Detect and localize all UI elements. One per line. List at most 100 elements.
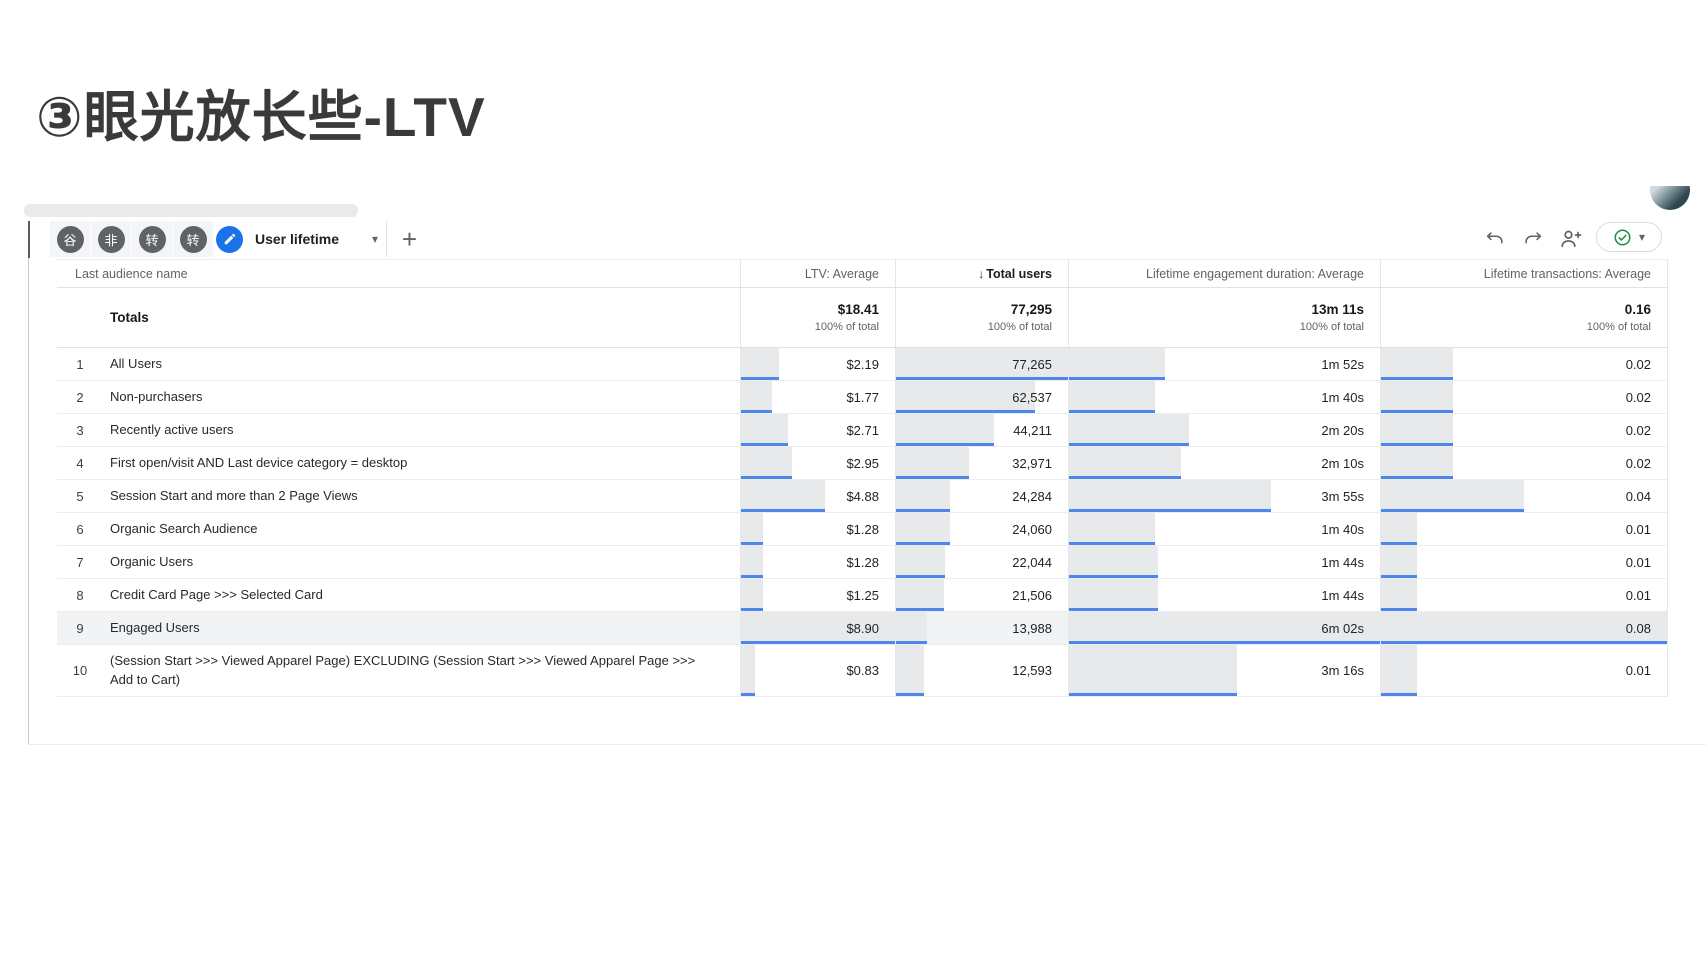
panel-bottom-edge <box>28 744 1706 745</box>
cell-bar <box>1069 447 1181 479</box>
cell-blue-bar <box>896 608 944 611</box>
totals-value-2: 77,295 100% of total <box>895 288 1068 347</box>
cell-value: 0.01 <box>1625 587 1651 603</box>
header-label: LTV: Average <box>804 266 879 281</box>
cell-blue-bar <box>1381 608 1417 611</box>
redo-button[interactable] <box>1520 226 1546 252</box>
table-header: Last audience name LTV: Average ↓ Total use… <box>57 259 1668 288</box>
cell-bar <box>1381 513 1417 545</box>
horizontal-scrollbar[interactable] <box>24 204 358 217</box>
cell-value: $8.90 <box>846 620 879 636</box>
metric-cell: 0.02 <box>1380 447 1668 479</box>
cell-bar <box>896 447 970 479</box>
table-row[interactable]: 3 Recently active users $2.71 44,211 2m 20s 0… <box>57 414 1668 447</box>
cell-blue-bar <box>1381 542 1417 545</box>
tab-3-icon: 转 <box>138 225 166 253</box>
metric-cell: 24,060 <box>895 513 1068 545</box>
avatar[interactable] <box>1648 186 1692 214</box>
cell-blue-bar <box>741 542 764 545</box>
tab-3[interactable]: 转 <box>132 221 172 257</box>
cell-blue-bar <box>1381 410 1453 413</box>
cell-blue-bar <box>1381 575 1417 578</box>
table-row[interactable]: 2 Non-purchasers $1.77 62,537 1m 40s 0.02 <box>57 381 1668 414</box>
status-check-button[interactable]: ▾ <box>1596 222 1662 252</box>
header-col-4[interactable]: Lifetime transactions: Average <box>1380 260 1668 287</box>
audience-name-cell: 4 First open/visit AND Last device catego… <box>57 447 740 479</box>
table-row[interactable]: 8 Credit Card Page >>> Selected Card $1.25… <box>57 579 1668 612</box>
tab-4[interactable]: 转 <box>173 221 213 257</box>
table-row[interactable]: 5 Session Start and more than 2 Page View… <box>57 480 1668 513</box>
totals-row: Totals $18.41 100% of total 77,295 100% of t… <box>57 288 1668 348</box>
cell-blue-bar <box>1381 693 1417 696</box>
tab-1[interactable]: 谷 <box>50 221 90 257</box>
audience-name: First open/visit AND Last device categor… <box>110 454 408 470</box>
tab-user-lifetime[interactable]: User lifetime ▾ <box>216 221 378 257</box>
cell-bar <box>1069 348 1166 380</box>
audience-name: (Session Start >>> Viewed Apparel Page) … <box>110 652 696 687</box>
table-row[interactable]: 7 Organic Users $1.28 22,044 1m 44s 0.01 <box>57 546 1668 579</box>
cell-blue-bar <box>1381 641 1667 644</box>
header-col-3[interactable]: Lifetime engagement duration: Average <box>1068 260 1380 287</box>
undo-button[interactable] <box>1482 226 1508 252</box>
cell-bar <box>1381 612 1667 644</box>
add-tab-button[interactable]: + <box>386 221 432 257</box>
audience-name: Recently active users <box>110 421 234 437</box>
cell-value: 24,060 <box>1012 521 1052 537</box>
cell-bar <box>1381 348 1453 380</box>
metric-cell: 1m 44s <box>1068 546 1380 578</box>
totals-subtext: 100% of total <box>987 321 1052 333</box>
tab-4-icon: 转 <box>179 225 207 253</box>
header-last-audience-name[interactable]: Last audience name <box>75 266 188 281</box>
table-row[interactable]: 6 Organic Search Audience $1.28 24,060 1m 40… <box>57 513 1668 546</box>
header-col-1[interactable]: LTV: Average <box>740 260 895 287</box>
header-col-2[interactable]: ↓ Total users <box>895 260 1068 287</box>
table-row[interactable]: 4 First open/visit AND Last device catego… <box>57 447 1668 480</box>
table-row[interactable]: 10 (Session Start >>> Viewed Apparel Page… <box>57 645 1668 697</box>
totals-label: Totals <box>57 288 740 347</box>
cell-blue-bar <box>741 575 764 578</box>
table-row[interactable]: 1 All Users $2.19 77,265 1m 52s 0.02 <box>57 348 1668 381</box>
cell-bar <box>741 645 756 696</box>
cell-value: 1m 44s <box>1321 554 1364 570</box>
metric-cell: 0.01 <box>1380 645 1668 696</box>
audience-name: Organic Search Audience <box>110 520 258 536</box>
metric-cell: 1m 44s <box>1068 579 1380 611</box>
row-index: 7 <box>76 554 84 570</box>
cell-value: 13,988 <box>1012 620 1052 636</box>
cell-value: 1m 40s <box>1321 521 1364 537</box>
audience-name-cell: 7 Organic Users <box>57 546 740 578</box>
metric-cell: 1m 52s <box>1068 348 1380 380</box>
audience-name: Session Start and more than 2 Page Views <box>110 487 358 503</box>
cell-bar <box>741 381 772 413</box>
cell-value: 2m 20s <box>1321 422 1364 438</box>
status-caret-icon[interactable]: ▾ <box>1638 230 1646 244</box>
tab-2[interactable]: 非 <box>91 221 131 257</box>
metric-cell: $8.90 <box>740 612 895 644</box>
cell-blue-bar <box>741 608 763 611</box>
header-label: Lifetime transactions: Average <box>1483 266 1651 281</box>
cell-value: 0.02 <box>1625 422 1651 438</box>
totals-text: Totals <box>110 310 149 325</box>
totals-main: 0.16 <box>1624 302 1651 317</box>
cell-value: 0.01 <box>1625 554 1651 570</box>
table-row[interactable]: 9 Engaged Users $8.90 13,988 6m 02s 0.08 <box>57 612 1668 645</box>
cell-value: 0.02 <box>1625 389 1651 405</box>
row-index: 2 <box>76 389 84 405</box>
metric-cell: 12,593 <box>895 645 1068 696</box>
cell-value: 32,971 <box>1012 455 1052 471</box>
cell-bar <box>1381 579 1417 611</box>
cell-blue-bar <box>1381 443 1453 446</box>
cell-bar <box>741 579 763 611</box>
totals-subtext: 100% of total <box>1586 321 1651 333</box>
cell-blue-bar <box>896 641 928 644</box>
header-label: Lifetime engagement duration: Average <box>1146 266 1364 281</box>
chevron-down-icon[interactable]: ▾ <box>371 232 378 246</box>
cell-blue-bar <box>741 693 756 696</box>
cell-bar <box>1069 480 1271 512</box>
cell-bar <box>741 612 895 644</box>
cell-bar <box>1381 381 1453 413</box>
metric-cell: 0.01 <box>1380 513 1668 545</box>
cell-value: 24,284 <box>1012 488 1052 504</box>
cell-bar <box>1069 513 1155 545</box>
share-person-add-icon[interactable] <box>1558 226 1584 252</box>
